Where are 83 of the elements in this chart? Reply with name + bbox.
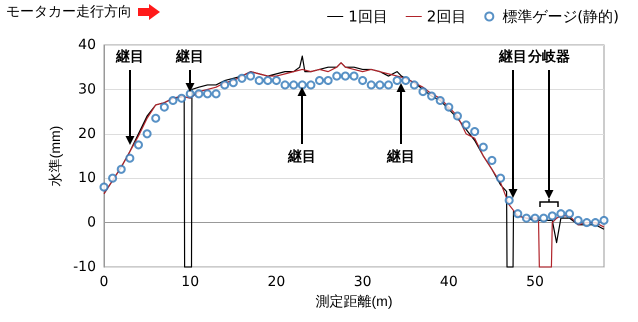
point	[168, 96, 178, 105]
point	[470, 127, 480, 136]
legend-label: 1回目	[348, 8, 388, 26]
chart-title: モータカー走行方向	[6, 3, 132, 21]
point	[186, 89, 195, 98]
x-tick-label: 0	[100, 274, 108, 290]
point	[582, 218, 592, 228]
point	[263, 76, 272, 86]
annotation: 分岐器	[528, 48, 570, 66]
point	[237, 74, 246, 83]
point	[212, 89, 221, 98]
point	[504, 196, 514, 205]
point	[142, 129, 152, 138]
point	[556, 209, 566, 218]
point	[522, 214, 531, 223]
point	[530, 214, 540, 223]
point	[202, 89, 212, 98]
point	[539, 214, 548, 223]
point	[436, 96, 445, 105]
x-tick-label: 50	[526, 274, 544, 290]
point	[160, 102, 169, 112]
point	[350, 72, 358, 81]
point	[496, 174, 506, 183]
point	[384, 80, 393, 90]
point	[177, 94, 186, 103]
point	[366, 80, 376, 90]
point	[340, 72, 350, 81]
legend-label: 標準ゲージ(静的)	[502, 8, 620, 26]
y-tick-label: -10	[73, 259, 96, 275]
point	[100, 182, 108, 192]
point	[306, 80, 316, 90]
point	[280, 80, 290, 90]
point	[513, 209, 522, 218]
point	[375, 80, 384, 90]
point	[427, 92, 436, 101]
point	[600, 216, 608, 225]
point	[246, 72, 256, 81]
y-axis-title: 水準(mm)	[47, 126, 64, 186]
point	[478, 142, 488, 152]
point	[565, 209, 574, 218]
point	[298, 80, 307, 90]
point	[444, 102, 454, 112]
y-tick-label: 20	[78, 126, 96, 142]
y-tick-label: 30	[78, 81, 96, 98]
x-tick-label: 20	[268, 274, 286, 290]
legend-label: 2回目	[426, 8, 466, 26]
x-tick-label: 10	[181, 274, 200, 290]
x-axis-title: 測定距離(m)	[316, 292, 392, 309]
y-tick-label: 10	[78, 170, 96, 186]
point	[401, 76, 410, 86]
point	[228, 78, 238, 88]
point	[410, 80, 419, 90]
point	[108, 174, 118, 183]
x-tick-label: 40	[440, 274, 458, 290]
y-tick-label: 0	[87, 214, 96, 231]
point	[151, 114, 160, 123]
point	[324, 76, 333, 86]
point	[452, 112, 462, 121]
point	[574, 216, 583, 225]
point	[358, 76, 368, 86]
point	[332, 72, 342, 81]
point	[418, 87, 428, 96]
annotation: 継目	[176, 48, 204, 66]
point	[125, 154, 134, 163]
point	[194, 89, 204, 98]
point	[315, 76, 324, 86]
point	[289, 80, 298, 90]
point	[116, 164, 126, 174]
point	[220, 80, 230, 90]
annotation: 継目	[499, 48, 527, 66]
point	[134, 140, 143, 150]
annotation: 継目	[387, 148, 415, 166]
annotation: 継目	[288, 148, 316, 166]
y-tick-label: 40	[78, 37, 96, 53]
point	[462, 120, 471, 130]
point	[254, 76, 264, 86]
annotation: 継目	[116, 48, 144, 66]
x-tick-label: 30	[354, 274, 372, 290]
point	[272, 76, 281, 86]
point	[548, 211, 557, 220]
point	[487, 156, 496, 165]
point	[590, 218, 600, 228]
point	[392, 76, 402, 86]
